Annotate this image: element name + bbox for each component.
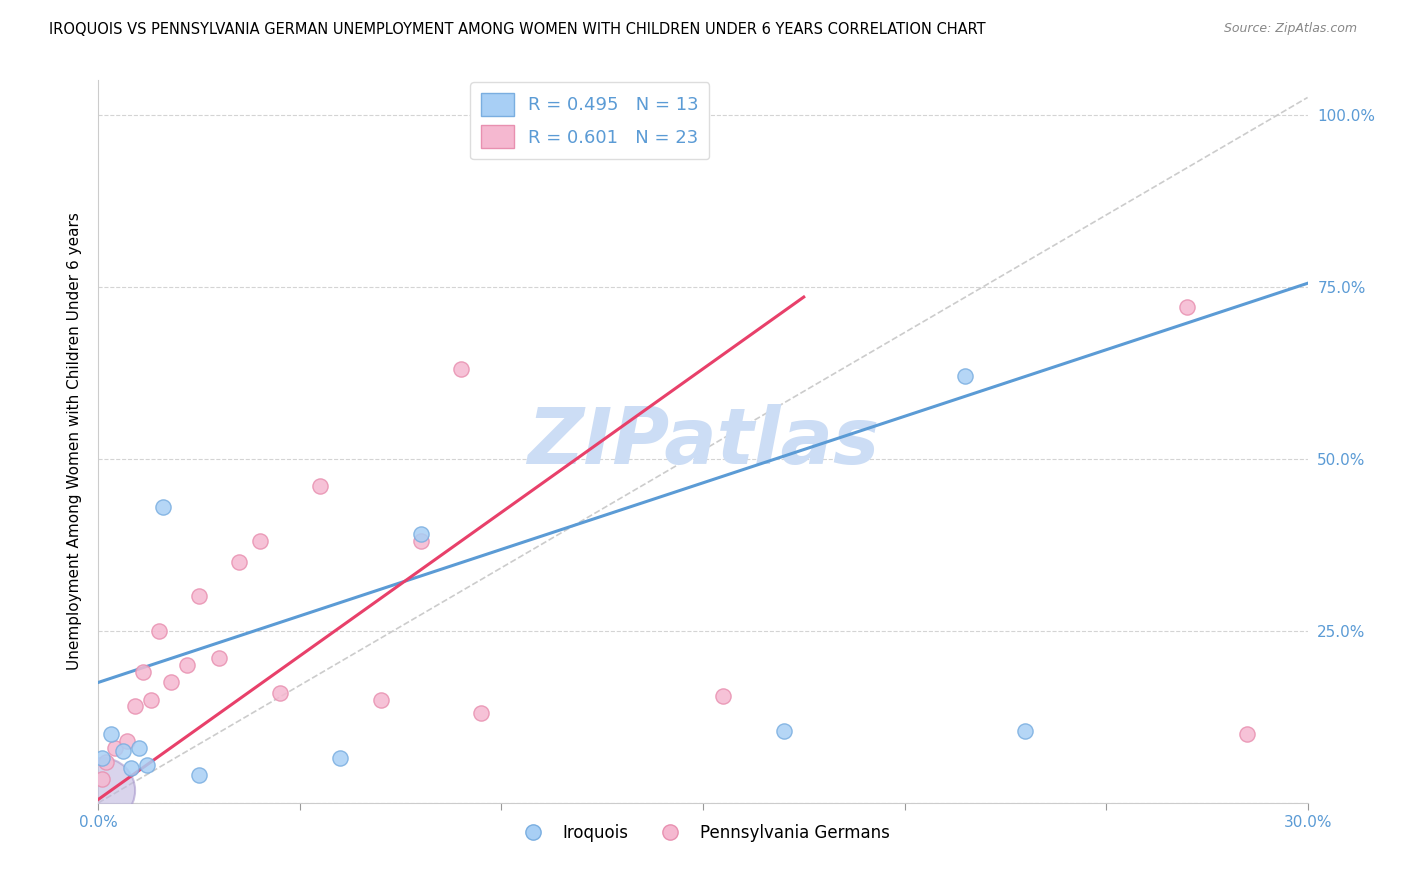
Point xyxy=(148,624,170,638)
Point xyxy=(249,534,271,549)
Point xyxy=(135,758,157,772)
Point xyxy=(188,590,211,604)
Y-axis label: Unemployment Among Women with Children Under 6 years: Unemployment Among Women with Children U… xyxy=(66,212,82,671)
Legend: Iroquois, Pennsylvania Germans: Iroquois, Pennsylvania Germans xyxy=(509,817,897,848)
Point xyxy=(711,689,734,703)
Point xyxy=(96,755,118,769)
Point xyxy=(128,740,150,755)
Point xyxy=(953,369,976,384)
Text: ZIPatlas: ZIPatlas xyxy=(527,403,879,480)
Point xyxy=(188,768,211,782)
Point xyxy=(111,744,134,758)
Text: IROQUOIS VS PENNSYLVANIA GERMAN UNEMPLOYMENT AMONG WOMEN WITH CHILDREN UNDER 6 Y: IROQUOIS VS PENNSYLVANIA GERMAN UNEMPLOY… xyxy=(49,22,986,37)
Point xyxy=(208,651,231,665)
Point xyxy=(409,534,432,549)
Point xyxy=(139,692,162,706)
Point xyxy=(160,675,183,690)
Point xyxy=(309,479,332,493)
Point xyxy=(91,772,114,786)
Point xyxy=(1175,301,1198,315)
Point xyxy=(409,527,432,541)
Point xyxy=(269,686,291,700)
Point xyxy=(124,699,146,714)
Point xyxy=(120,761,142,775)
Point xyxy=(176,658,198,673)
Point xyxy=(100,727,122,741)
Point xyxy=(1236,727,1258,741)
Point xyxy=(91,783,114,797)
Point xyxy=(450,362,472,376)
Point xyxy=(115,734,138,748)
Text: Source: ZipAtlas.com: Source: ZipAtlas.com xyxy=(1223,22,1357,36)
Point xyxy=(370,692,392,706)
Point xyxy=(103,740,125,755)
Point xyxy=(91,751,114,765)
Point xyxy=(228,555,250,569)
Point xyxy=(470,706,492,721)
Point xyxy=(329,751,352,765)
Point xyxy=(152,500,174,514)
Point xyxy=(132,665,155,679)
Point xyxy=(772,723,794,738)
Point xyxy=(1014,723,1036,738)
